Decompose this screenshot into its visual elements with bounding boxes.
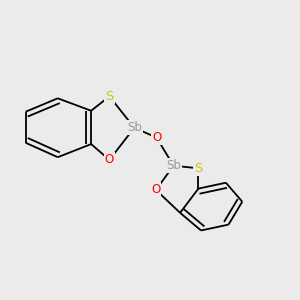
Text: O: O	[152, 131, 161, 144]
Text: S: S	[105, 90, 114, 103]
Text: S: S	[194, 162, 202, 175]
Text: O: O	[151, 183, 160, 196]
Text: Sb: Sb	[127, 121, 142, 134]
Text: O: O	[105, 153, 114, 166]
Text: Sb: Sb	[166, 159, 181, 172]
